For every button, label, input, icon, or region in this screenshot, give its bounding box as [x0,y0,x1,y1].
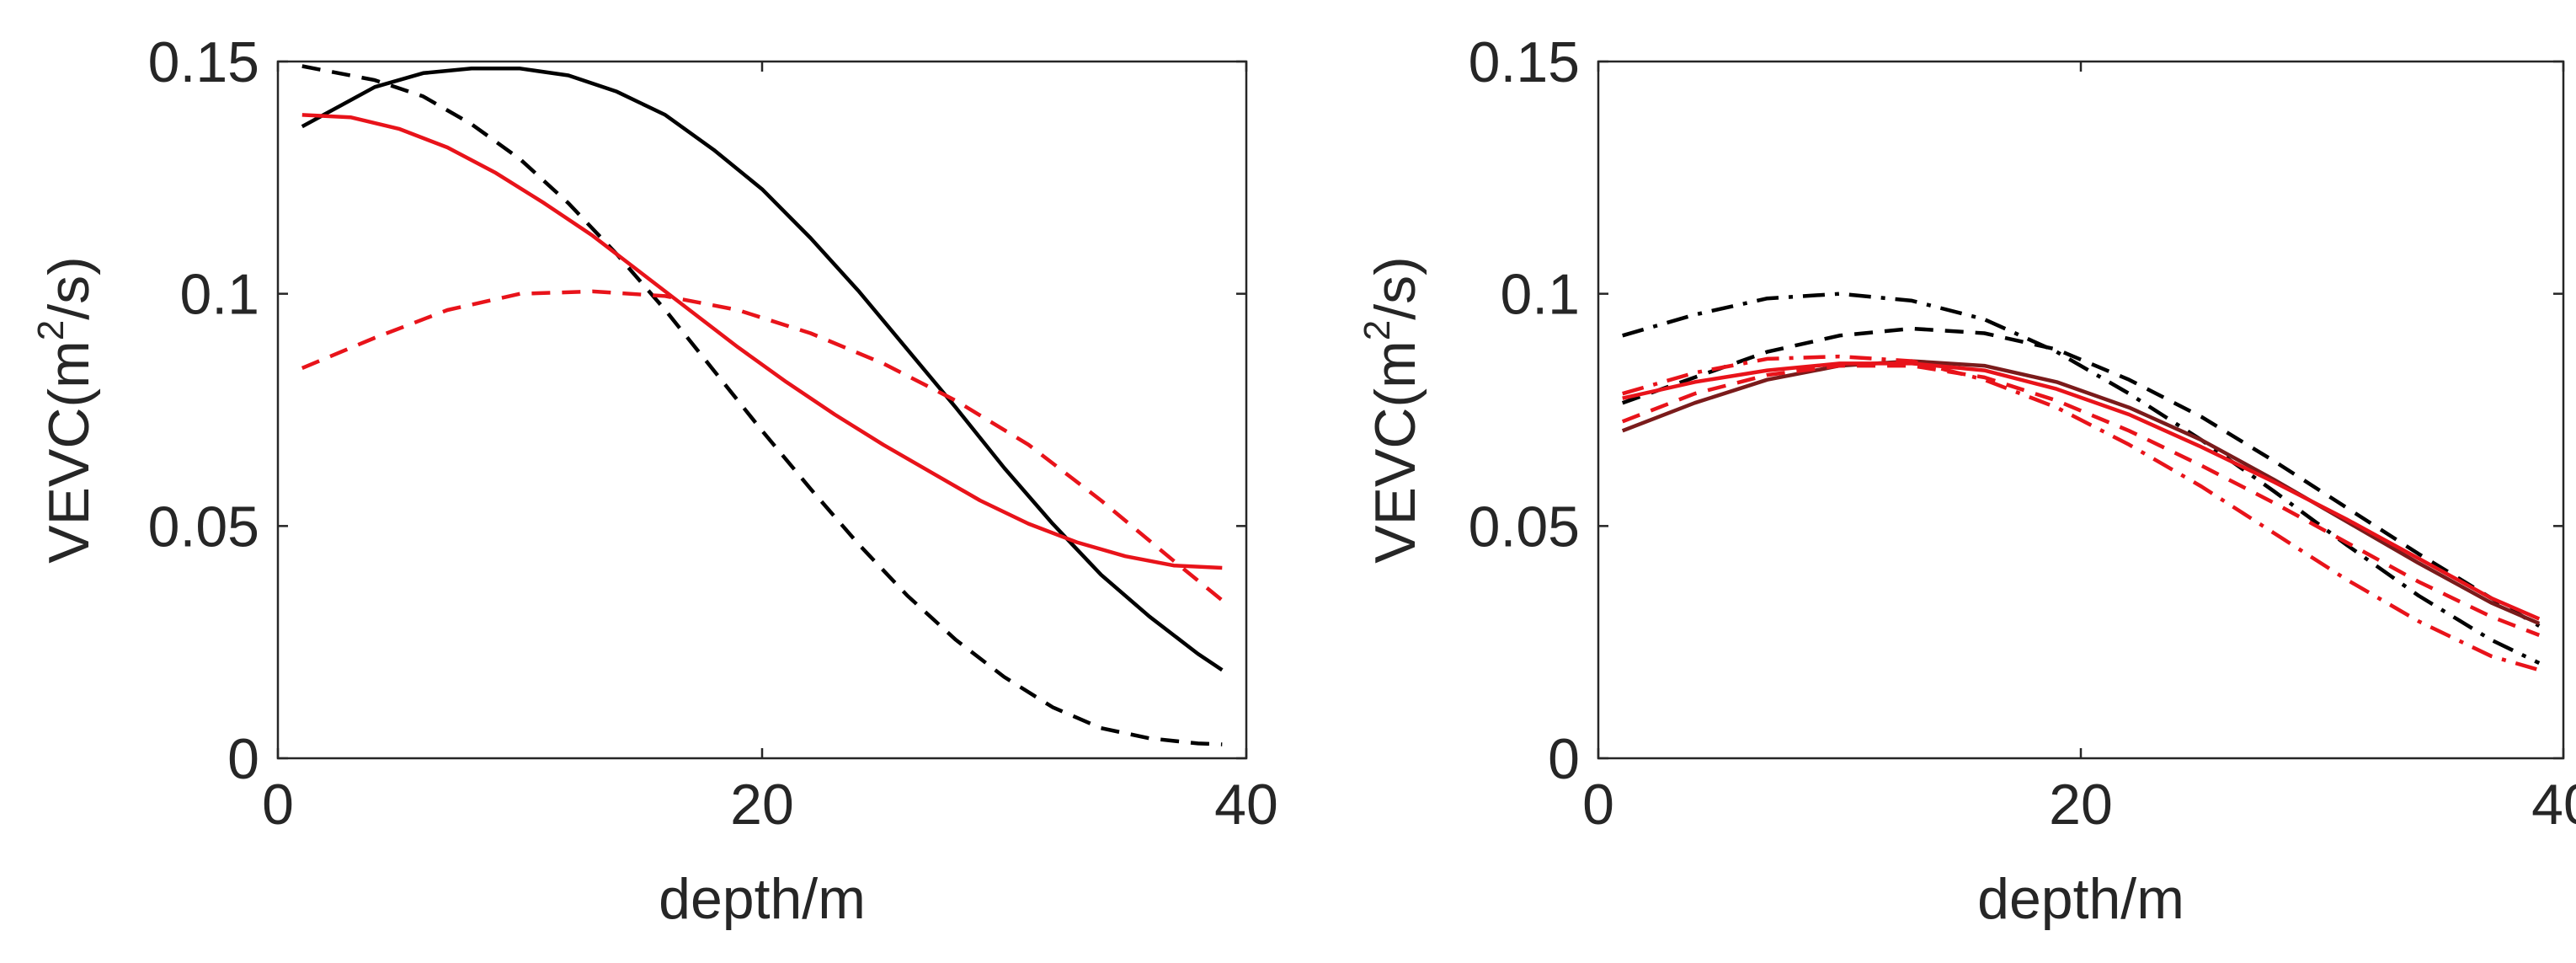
y-tick-label: 0 [1548,727,1580,791]
series-line-red-dashed [1621,363,2541,637]
y-tick-label: 0.05 [1469,495,1580,559]
right-chart: 0 20 40 0 0.05 0.1 0.15 depth/m VEVC(m2/s) [1357,30,2576,931]
x-axis-title: depth/m [1977,867,2184,931]
x-tick-label: 20 [2049,773,2113,837]
x-tick-label: 0 [1582,773,1614,837]
left-chart: 0 20 40 0 0.05 0.1 0.15 depth/m VEVC(m2/s) [30,30,1278,931]
y-tick-label: 0.15 [1469,30,1580,94]
y-tick-label: 0.15 [148,30,259,94]
x-axis-title: depth/m [659,867,866,931]
y-tick-label: 0.1 [1500,263,1580,327]
x-tick-label: 40 [1214,773,1278,837]
y-axis-title: VEVC(m2/s) [1357,256,1427,564]
series-line-red-dash-dot [1622,354,2540,672]
y-axis-title: VEVC(m2/s) [30,256,101,564]
series-line-black-dashed [301,64,1223,746]
series-line-red-solid [301,113,1223,570]
x-tick-label: 20 [730,773,794,837]
series-line-red-dashed [301,289,1224,602]
series-line-black-dashed [1621,326,2541,628]
y-tick-label: 0 [227,727,259,791]
series-line-black-solid [301,67,1224,672]
x-tick-label: 0 [262,773,294,837]
y-tick-label: 0.1 [179,263,259,327]
x-tick-label: 40 [2531,773,2576,837]
series-line-black-solid [1621,359,2541,626]
y-tick-label: 0.05 [148,495,259,559]
series-line-red-solid [1622,361,2541,621]
